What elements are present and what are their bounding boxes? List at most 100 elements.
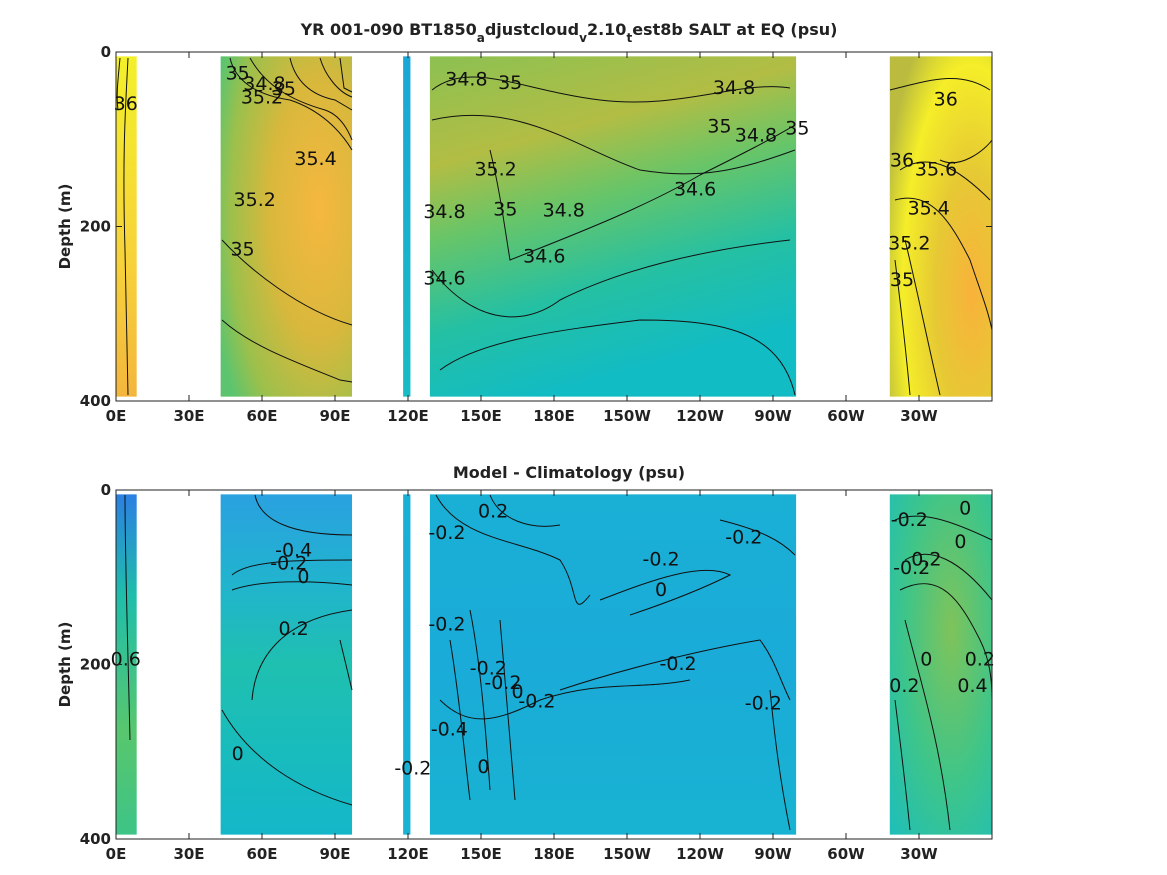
contour-label: 0	[477, 756, 489, 778]
contour-label: -0.2	[428, 522, 465, 544]
x-tick-label: 120E	[387, 407, 429, 425]
contour-label: 34.8	[735, 124, 777, 146]
contour-line	[435, 494, 591, 605]
contour-label: -0.2	[518, 691, 555, 713]
contour-label: 36	[890, 150, 914, 172]
x-tick-label: 120W	[676, 845, 724, 863]
contour-line	[339, 57, 353, 93]
contour-label: 0	[959, 498, 971, 520]
data-region-indian-ocean	[220, 56, 353, 397]
contour-label: 0	[655, 579, 667, 601]
contour-label: 34.6	[674, 178, 716, 200]
x-tick-label: 90E	[319, 845, 350, 863]
data-region-africa-atlantic-edge	[116, 494, 137, 835]
contour-label: 35	[230, 239, 254, 261]
contour-line	[124, 494, 131, 741]
contour-line	[889, 78, 991, 91]
contour-line	[439, 319, 796, 396]
anomaly-panel-title: Model - Climatology (psu)	[453, 463, 685, 482]
anomaly-y-axis-label: Depth (m)	[56, 622, 74, 708]
contour-label: 0.4	[957, 675, 987, 697]
contour-line	[431, 76, 791, 103]
contour-line	[894, 197, 993, 331]
contour-line	[431, 239, 791, 318]
contour-label: 36	[114, 93, 138, 115]
contour-label: 0	[954, 531, 966, 553]
x-tick-label: 180E	[533, 407, 575, 425]
salinity-panel: YR 001-090 BT1850adjustcloudv2.10test8b …	[56, 20, 993, 425]
contour-label: -0.2	[270, 553, 307, 575]
contour-label: 0.2	[889, 675, 919, 697]
contour-line	[231, 559, 353, 576]
contour-label: 35	[272, 78, 296, 100]
contour-line	[221, 709, 353, 806]
contour-label: -0.2	[745, 692, 782, 714]
contour-line	[319, 57, 353, 98]
contour-label: 35.2	[241, 87, 283, 109]
contour-line	[904, 619, 951, 831]
contour-line	[439, 679, 691, 720]
contour-label: 0	[511, 681, 523, 703]
anomaly-data-regions	[116, 494, 992, 835]
salinity-panel-title: YR 001-090 BT1850adjustcloudv2.10test8b …	[300, 20, 838, 45]
x-tick-label: 30W	[900, 407, 938, 425]
contour-line	[254, 494, 353, 536]
x-tick-label: 60W	[827, 407, 865, 425]
anomaly-x-axis: 0E 30E 60E 90E 120E 150E 180E 150W 120W 90W 60W 30W	[106, 490, 938, 863]
contour-label: 0	[232, 743, 244, 765]
x-tick-label: 150W	[603, 407, 651, 425]
contour-label: 35	[890, 269, 914, 291]
contour-label: 0.2	[478, 500, 508, 522]
contour-label: 35	[785, 117, 809, 139]
anomaly-contour-labels: 0.6-0.4-0.200.200.2-0.2 -0.2-0.20-0.2-0.2…	[111, 498, 995, 780]
contour-line	[899, 161, 991, 201]
salinity-y-axis-label: Depth (m)	[56, 184, 74, 270]
x-tick-label: 0E	[106, 407, 127, 425]
y-tick-label: 200	[80, 656, 111, 674]
contour-label: 0.2	[965, 649, 995, 671]
contour-line	[123, 57, 129, 396]
contour-line	[339, 639, 353, 691]
contour-line	[249, 57, 353, 141]
contour-label: 34.8	[713, 77, 755, 99]
contour-label: 0.6	[111, 649, 141, 671]
data-region-atlantic	[889, 494, 992, 835]
salinity-x-axis: 0E 30E 60E 90E 120E 150E 180E 150W 120W 90W 60W 30W	[106, 52, 938, 425]
contour-label: 35.4	[294, 148, 336, 170]
salinity-data-regions	[116, 56, 992, 397]
y-tick-label: 400	[80, 830, 111, 848]
contour-line	[559, 639, 791, 701]
contour-label: 36	[934, 88, 958, 110]
contour-label: -0.4	[431, 718, 468, 740]
x-tick-label: 150E	[460, 407, 502, 425]
contour-line	[769, 689, 791, 831]
contour-label: 35	[498, 72, 522, 94]
contour-line	[449, 639, 471, 801]
contour-label: -0.2	[660, 653, 697, 675]
contour-label: 35.2	[888, 232, 930, 254]
contour-label: 35.4	[908, 198, 950, 220]
x-tick-label: 150E	[460, 845, 502, 863]
y-tick-label: 0	[101, 43, 111, 61]
contour-label: 0.2	[279, 618, 309, 640]
y-tick-label: 200	[80, 218, 111, 236]
data-region-africa-atlantic-edge	[116, 56, 137, 397]
contour-label: -0.2	[893, 557, 930, 579]
contour-label: 35	[226, 62, 250, 84]
contour-line	[489, 124, 796, 261]
contour-label: 35.2	[234, 189, 276, 211]
contour-label: 35	[493, 198, 517, 220]
contour-label: 35.6	[915, 158, 957, 180]
contour-line	[221, 239, 353, 326]
contour-label: 34.8	[445, 68, 487, 90]
contour-line	[221, 319, 353, 383]
y-tick-label: 400	[80, 392, 111, 410]
contour-line	[894, 515, 993, 541]
contour-label: 34.8	[423, 201, 465, 223]
x-tick-label: 0E	[106, 845, 127, 863]
data-region-banda-west	[403, 56, 411, 397]
contour-line	[251, 609, 353, 701]
contour-line	[939, 139, 993, 164]
